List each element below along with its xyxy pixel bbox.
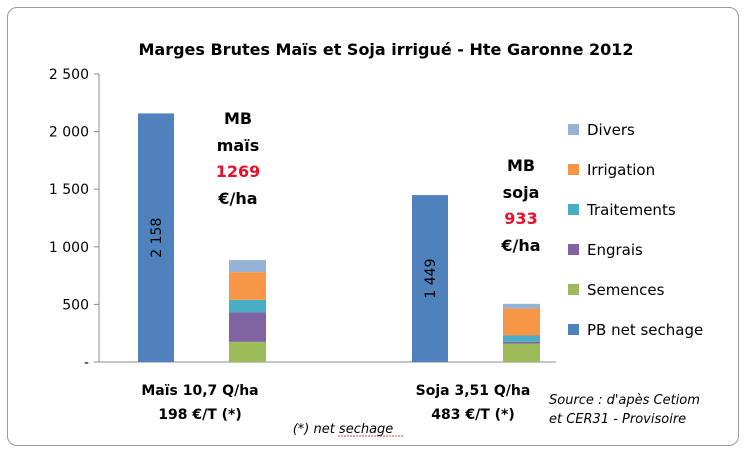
legend-swatch [568, 324, 579, 335]
source-line1: Source : d'apès Cetiom [549, 393, 700, 408]
legend-label: Semences [587, 281, 665, 299]
annotation-mais-line2: maïs [217, 136, 259, 155]
legend-swatch [568, 284, 579, 295]
footnote: (*) net sechage [293, 422, 394, 437]
legend-swatch [568, 124, 579, 135]
x-tick-label-line1: Soja 3,51 Q/ha [416, 383, 531, 399]
legend-label: Divers [587, 121, 635, 139]
chart-svg: Marges Brutes Maïs et Soja irrigué - Hte… [49, 40, 703, 437]
y-axis [98, 74, 556, 363]
bar-pb-net-sechage [138, 113, 174, 362]
annotation-mais-line1: MB [224, 109, 252, 128]
bar-segment-engrais [503, 341, 540, 344]
legend-swatch [568, 244, 579, 255]
chart-title: Marges Brutes Maïs et Soja irrigué - Hte… [138, 40, 633, 59]
bar-segment-divers [229, 260, 266, 273]
annotation-soja-unit: €/ha [500, 236, 540, 255]
annotation-soja-line1: MB [507, 156, 535, 175]
annotation-soja-line2: soja [503, 183, 540, 202]
bars: 2 158 1 449 [138, 113, 540, 362]
y-tick-label: 1 000 [49, 240, 89, 256]
bar-segment-traitements [503, 335, 540, 342]
annotation-mais-unit: €/ha [217, 189, 257, 208]
bar-segment-semences [229, 341, 266, 362]
chart-frame: Marges Brutes Maïs et Soja irrigué - Hte… [7, 7, 739, 446]
bar-segment-traitements [229, 299, 266, 313]
legend-label: PB net sechage [587, 321, 703, 339]
x-tick-label-line1: Maïs 10,7 Q/ha [141, 383, 258, 399]
y-tick-label: 1 500 [49, 182, 89, 198]
y-tick-label: 2 000 [49, 125, 89, 141]
annotation-mb-mais: MB maïs 1269 €/ha [216, 109, 261, 208]
y-ticks: - 500 1 000 1 500 2 000 2 500 [49, 67, 99, 371]
y-tick-label: 500 [62, 297, 89, 313]
legend-swatch [568, 204, 579, 215]
legend-swatch [568, 164, 579, 175]
bar-segment-semences [503, 343, 540, 362]
annotation-mais-value: 1269 [216, 162, 261, 181]
annotation-mb-soja: MB soja 933 €/ha [500, 156, 540, 255]
annotation-soja-value: 933 [504, 209, 537, 228]
legend-label: Irrigation [587, 161, 655, 179]
bar-segment-divers [503, 303, 540, 309]
bar-segment-irrigation [229, 272, 266, 300]
bar-segment-irrigation [503, 308, 540, 336]
x-tick-label-line2: 198 €/T (*) [158, 407, 242, 423]
source-line2: et CER31 - Provisoire [549, 412, 686, 427]
x-tick-label-line2: 483 €/T (*) [431, 407, 515, 423]
bar-data-label: 2 158 [149, 218, 165, 258]
bar-data-label: 1 449 [423, 258, 439, 298]
legend: Divers Irrigation Traitements Engrais Semenc… [568, 121, 703, 339]
legend-label: Traitements [586, 201, 676, 219]
bar-pb-net-sechage [412, 195, 448, 362]
y-tick-label: 2 500 [49, 67, 89, 83]
y-tick-label: - [84, 355, 89, 371]
bar-segment-engrais [229, 312, 266, 342]
legend-label: Engrais [587, 241, 643, 259]
x-axis-labels: Maïs 10,7 Q/ha 198 €/T (*) Soja 3,51 Q/ha 4… [141, 383, 530, 423]
